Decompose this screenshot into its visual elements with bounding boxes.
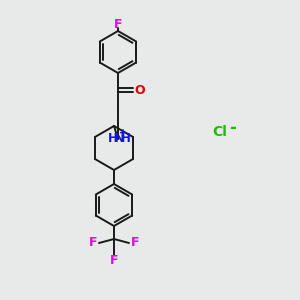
Text: F: F [89,236,97,250]
Text: O: O [135,83,145,97]
Text: F: F [110,254,118,268]
Text: F: F [131,236,139,250]
Text: H: H [121,133,131,146]
Text: N: N [113,133,124,146]
Text: +: + [119,128,127,138]
Text: F: F [114,17,122,31]
Text: Cl: Cl [213,125,227,139]
Text: H: H [108,133,118,146]
Text: -: - [230,119,236,137]
